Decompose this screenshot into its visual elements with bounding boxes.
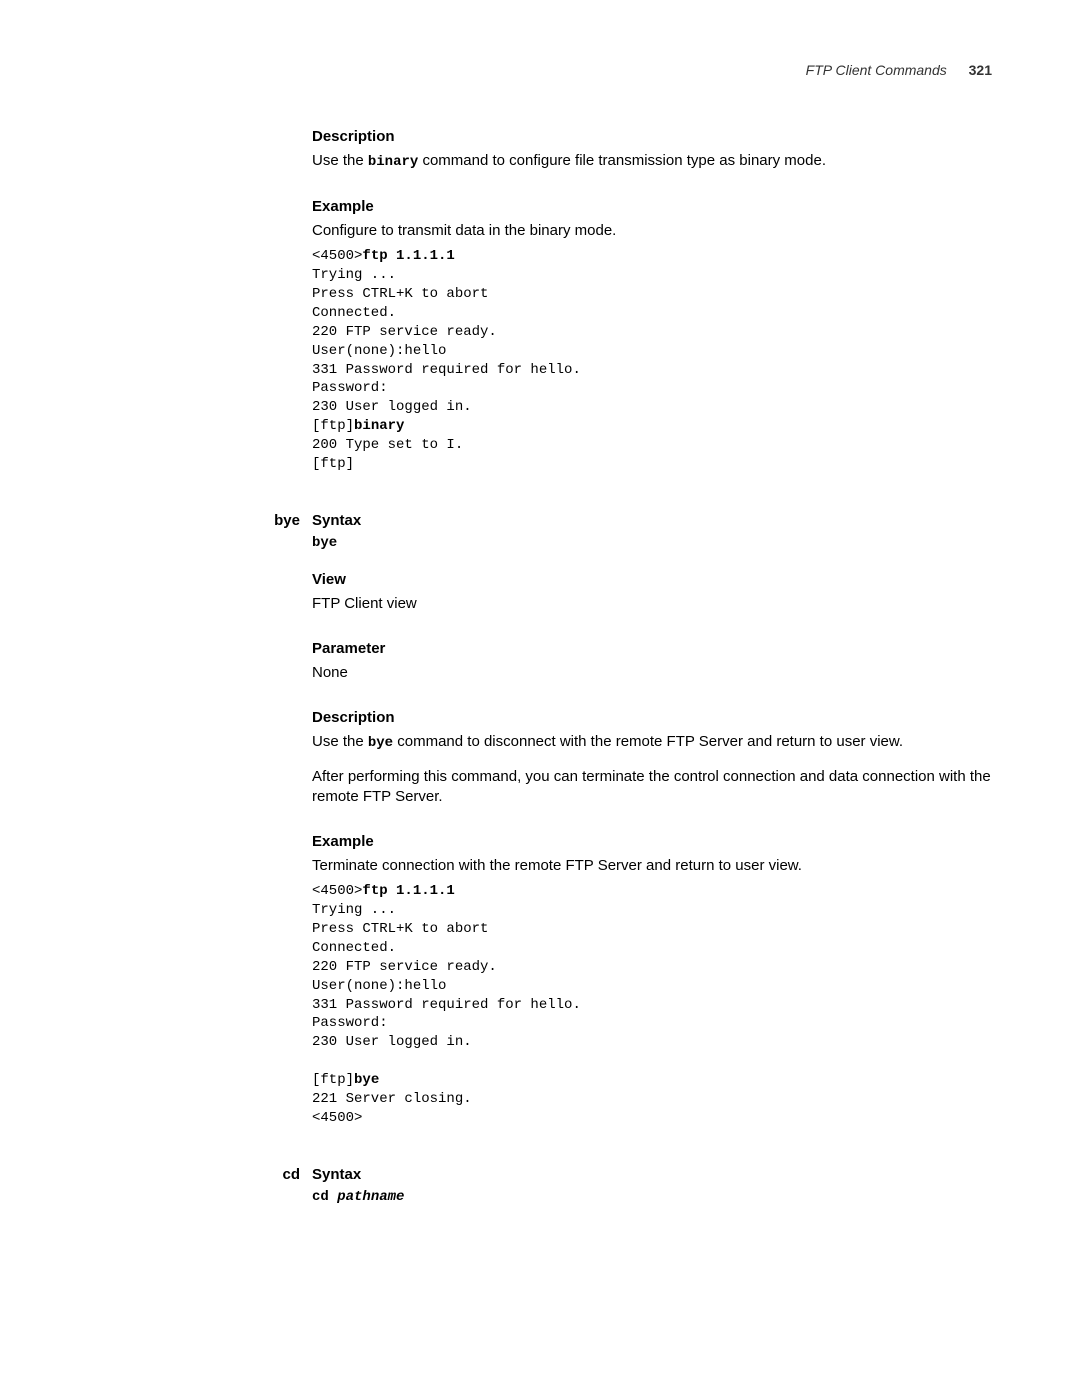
paragraph: Use the binary command to configure file… [312,151,992,172]
code-token: binary [354,418,404,434]
code-token: 200 Type set to I. [312,437,463,453]
code-token: 331 Password required for hello. [312,362,581,378]
code-token: Trying ... [312,267,396,283]
code-block: <4500>ftp 1.1.1.1 Trying ... Press CTRL+… [312,247,992,474]
block-heading: Syntax [312,1166,992,1183]
code-token: 230 User logged in. [312,1034,472,1050]
code-token: <4500> [312,883,362,899]
code-token: ftp 1.1.1.1 [362,883,454,899]
doc-block: Syntax cd pathname [312,1166,992,1205]
code-block: <4500>ftp 1.1.1.1 Trying ... Press CTRL+… [312,882,992,1128]
code-token: User(none):hello [312,343,446,359]
inline-code: binary [368,154,418,170]
doc-block: View FTP Client view [312,571,992,620]
page-number: 321 [969,62,992,78]
paragraph: Use the bye command to disconnect with t… [312,732,992,753]
paragraph: Terminate connection with the remote FTP… [312,856,992,876]
code-token: 220 FTP service ready. [312,959,497,975]
syntax-arg: pathname [337,1189,404,1205]
code-token: Connected. [312,305,396,321]
code-token: <4500> [312,1110,362,1126]
paragraph: After performing this command, you can t… [312,767,992,808]
block-heading: Description [312,709,992,726]
doc-block: Syntax bye [312,512,992,551]
code-token: ftp 1.1.1.1 [362,248,454,264]
block-heading: Description [312,128,992,145]
section-label: cd [220,1166,300,1183]
syntax-line: cd pathname [312,1189,992,1205]
doc-block: Example Configure to transmit data in the… [312,198,992,474]
header-title: FTP Client Commands [806,62,947,78]
doc-block: Parameter None [312,640,992,689]
block-heading: View [312,571,992,588]
code-token: Password: [312,380,388,396]
code-token: Press CTRL+K to abort [312,921,488,937]
code-token: Connected. [312,940,396,956]
code-token: [ftp] [312,1072,354,1088]
code-token: bye [354,1072,379,1088]
code-token: User(none):hello [312,978,446,994]
code-token: 220 FTP service ready. [312,324,497,340]
paragraph: None [312,663,992,683]
page-header: FTP Client Commands 321 [806,62,992,78]
code-token: Trying ... [312,902,396,918]
syntax-line: bye [312,535,992,551]
code-token: 230 User logged in. [312,399,472,415]
doc-block: Description Use the binary command to con… [312,128,992,178]
doc-block: Example Terminate connection with the rem… [312,833,992,1128]
block-heading: Example [312,833,992,850]
code-token: 331 Password required for hello. [312,997,581,1013]
paragraph: FTP Client view [312,594,992,614]
block-heading: Syntax [312,512,992,529]
doc-block: Description Use the bye command to discon… [312,709,992,813]
paragraph: Configure to transmit data in the binary… [312,221,992,241]
block-heading: Example [312,198,992,215]
code-token: 221 Server closing. [312,1091,472,1107]
inline-code: bye [368,735,393,751]
block-heading: Parameter [312,640,992,657]
code-token: [ftp] [312,456,354,472]
code-token: [ftp] [312,418,354,434]
code-token: <4500> [312,248,362,264]
section-label: bye [220,512,300,529]
code-token: Password: [312,1015,388,1031]
syntax-cmd: cd [312,1189,337,1205]
code-token: Press CTRL+K to abort [312,286,488,302]
